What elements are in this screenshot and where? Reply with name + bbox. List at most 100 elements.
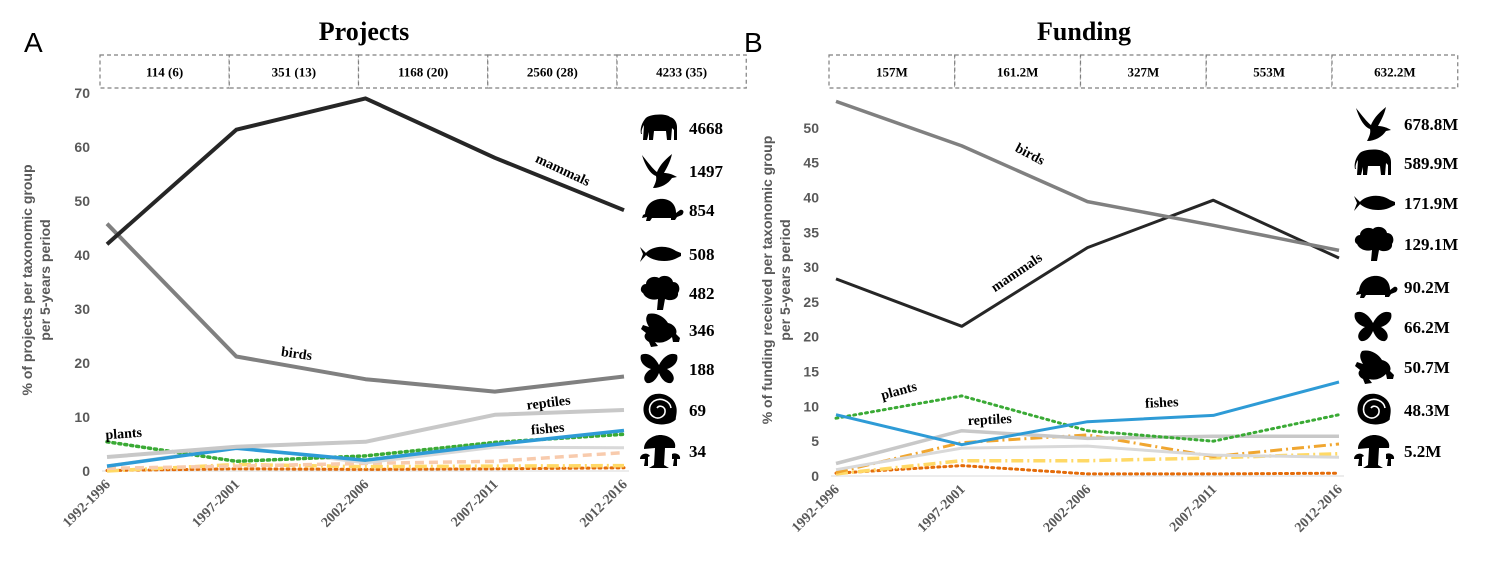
period-total-box	[99, 54, 230, 89]
legend-value: 508	[689, 245, 715, 264]
period-total-label: 327M	[1127, 65, 1159, 80]
y-tick-label: 30	[74, 301, 90, 317]
elephant-icon	[640, 114, 677, 140]
tree-icon	[1354, 226, 1394, 261]
series-label-birds: birds	[1012, 141, 1047, 169]
legend-value: 129.1M	[1404, 235, 1458, 254]
y-tick-label: 0	[82, 463, 90, 479]
butterfly-icon	[1354, 311, 1392, 342]
y-axis-label: % of projects per taxonomic group	[19, 164, 35, 395]
period-total-label: 114 (6)	[146, 65, 183, 80]
period-total-box	[828, 54, 956, 89]
x-tick-label: 2002-2006	[1041, 482, 1095, 536]
legend-value: 50.7M	[1404, 358, 1450, 377]
period-total-label: 632.2M	[1374, 65, 1416, 80]
series-line-fungi	[834, 464, 1341, 476]
series-line-birds	[835, 99, 1340, 253]
legend-value: 678.8M	[1404, 115, 1458, 134]
y-tick-label: 40	[74, 247, 90, 263]
x-tick-label: 1997-2001	[190, 477, 244, 531]
series-line-fishes	[106, 428, 625, 468]
period-total-label: 161.2M	[997, 65, 1039, 80]
y-tick-label: 20	[74, 355, 90, 371]
y-tick-label: 20	[803, 329, 819, 345]
chart-title: Funding	[1037, 17, 1131, 46]
series-line-plants	[834, 394, 1341, 443]
butterfly-icon	[640, 353, 678, 384]
y-tick-label: 70	[74, 85, 90, 101]
y-tick-label: 60	[74, 139, 90, 155]
legend-value: 90.2M	[1404, 278, 1450, 297]
nautilus-icon	[642, 392, 678, 426]
nautilus-icon	[1356, 392, 1392, 426]
bird-icon	[1356, 107, 1391, 141]
y-tick-label: 10	[74, 409, 90, 425]
y-tick-label: 35	[803, 224, 819, 240]
bird-icon	[642, 154, 677, 188]
series-line-birds	[105, 222, 625, 394]
legend-value: 34	[689, 442, 707, 461]
series-line-invertebrates	[835, 433, 1340, 474]
period-total-box	[357, 54, 489, 89]
turtle-icon	[642, 198, 684, 221]
legend-value: 5.2M	[1404, 442, 1441, 461]
y-tick-label: 30	[803, 259, 819, 275]
frog-icon	[1355, 350, 1394, 384]
series-label-plants: plants	[105, 426, 143, 444]
turtle-icon	[1356, 275, 1398, 298]
fish-icon	[1354, 195, 1395, 211]
panel-funding: B Funding 157M 161.2M 327M 553M 632.2M 0 5 10 15 20…	[744, 17, 1459, 536]
series-label-fishes: fishes	[530, 421, 565, 439]
series-label-reptiles: reptiles	[967, 412, 1012, 429]
legend-value: 48.3M	[1404, 401, 1450, 420]
tree-icon	[640, 275, 680, 310]
series-line-molluscs	[106, 462, 625, 473]
y-axis-label-line2: per 5-years period	[37, 219, 53, 340]
legend-value: 854	[689, 201, 715, 220]
period-total-box	[1331, 54, 1459, 89]
mushroom-icon	[640, 435, 681, 468]
x-tick-label: 1992-1996	[60, 477, 114, 531]
y-tick-label: 5	[811, 433, 819, 449]
x-tick-label: 1992-1996	[789, 482, 843, 536]
x-tick-label: 2007-2011	[1167, 482, 1220, 535]
series-line-fungi	[105, 466, 626, 472]
y-tick-label: 0	[811, 468, 819, 484]
elephant-icon	[1354, 149, 1391, 175]
y-tick-label: 10	[803, 398, 819, 414]
series-line-reptiles	[106, 408, 625, 459]
series-line-reptiles	[835, 428, 1339, 466]
legend-value: 4668	[689, 119, 723, 138]
x-tick-label: 2012-2016	[1292, 482, 1346, 536]
legend-value: 1497	[689, 162, 724, 181]
period-total-box	[487, 54, 618, 89]
panel-projects: A Projects 114 (6) 351 (13) 1168 (20) 2560 (2…	[19, 17, 747, 531]
x-tick-label: 2002-2006	[319, 477, 373, 531]
legend-value: 482	[689, 284, 715, 303]
x-tick-label: 2012-2016	[577, 477, 631, 531]
y-tick-label: 15	[803, 364, 819, 380]
legend-value: 589.9M	[1404, 154, 1458, 173]
fish-icon	[640, 246, 681, 262]
y-tick-label: 50	[74, 193, 90, 209]
series-line-mammals	[105, 96, 625, 246]
series-line-mammals	[835, 198, 1340, 328]
legend-value: 66.2M	[1404, 318, 1450, 337]
mushroom-icon	[1354, 435, 1395, 468]
x-tick-label: 1997-2001	[915, 482, 969, 536]
series-line-amphibians	[835, 444, 1340, 472]
y-tick-label: 25	[803, 294, 819, 310]
y-axis-label: % of funding received per taxonomic grou…	[759, 136, 775, 425]
period-total-label: 2560 (28)	[527, 65, 578, 80]
series-label-mammals: mammals	[989, 250, 1046, 295]
chart-title: Projects	[319, 17, 409, 46]
period-total-label: 157M	[876, 65, 908, 80]
y-tick-label: 50	[803, 120, 819, 136]
panel-letter: A	[24, 27, 43, 58]
x-tick-label: 2007-2011	[449, 477, 502, 530]
series-label-plants: plants	[879, 379, 919, 403]
period-total-label: 1168 (20)	[398, 65, 448, 80]
period-total-label: 351 (13)	[272, 65, 316, 80]
y-tick-label: 45	[803, 155, 819, 171]
period-total-box	[228, 54, 360, 89]
